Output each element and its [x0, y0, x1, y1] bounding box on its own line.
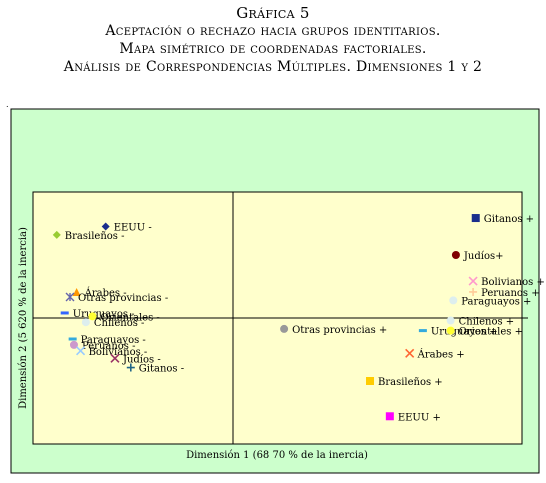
point-marker-brasilenos-minus — [52, 230, 61, 239]
point-label-otras-provincias-plus: Otras provincias + — [292, 325, 387, 336]
chart-title-line-3: Análisis de Correspondencias Múltiples. … — [63, 59, 483, 75]
point-label-uruguayos-minus: Uruguayos - — [73, 309, 135, 320]
point-marker-paraguayos-minus — [68, 337, 77, 341]
point-marker-bolivianos-plus — [468, 276, 478, 286]
point-label-judiosplus: Judíos+ — [463, 251, 504, 262]
point-marker-judiosplus — [451, 251, 460, 259]
point-marker-paraguayos-plus — [449, 296, 458, 305]
data-points-layer: EEUU -Brasileños -Árabes -Otras provinci… — [52, 214, 545, 423]
point-label-arabes-plus: Árabes + — [417, 348, 465, 360]
point-marker-eeuu-plus — [385, 412, 394, 421]
point-label-orientales-plus: Orientales + — [459, 327, 523, 338]
point-label-otras-provincias-minus: Otras provincias - — [78, 293, 168, 304]
point-label-arabes-minus: Árabes - — [84, 287, 127, 299]
chart-title-block: Gráfica 5 Aceptación o rechazo hacia gru… — [0, 4, 546, 76]
point-label-brasilenos-plus: Brasileños + — [378, 377, 443, 388]
point-marker-arabes-plus — [405, 348, 415, 358]
point-marker-arabes-minus — [72, 287, 81, 296]
point-marker-judios-minus — [110, 353, 120, 363]
point-label-gitanos-minus: Gitanos - — [139, 364, 184, 375]
point-marker-chilenos-minus — [81, 318, 90, 327]
point-label-eeuu-plus: EEUU + — [398, 412, 441, 423]
point-label-brasilenos-minus: Brasileños - — [65, 231, 125, 242]
point-label-peruanos-plus: Peruanos + — [481, 288, 540, 299]
point-label-paraguayos-minus: Paraguayos - — [81, 335, 146, 346]
point-marker-orientales-minus — [88, 312, 97, 321]
point-marker-eeuu-minus — [101, 222, 110, 231]
stray-dot: . — [6, 100, 9, 109]
point-label-orientales-minus: Orientales - — [100, 312, 159, 323]
chart-title-line-2: Mapa simétrico de coordenadas factoriale… — [119, 41, 427, 57]
point-marker-gitanos-minus — [126, 363, 135, 372]
point-marker-peruanos-plus — [469, 287, 478, 296]
point-marker-brasilenos-plus — [366, 377, 375, 385]
point-label-gitanos-plus: Gitanos + — [484, 214, 534, 225]
point-label-eeuu-minus: EEUU - — [114, 222, 152, 233]
point-marker-peruanos-minus — [69, 340, 78, 349]
point-marker-orientales-plus — [446, 326, 455, 335]
point-label-chilenos-plus: Chilenos + — [459, 317, 515, 328]
point-marker-gitanos-plus — [471, 214, 480, 223]
point-label-peruanos-minus: Peruanos - — [82, 341, 136, 352]
point-label-bolivianos-minus: Bolivianos - — [89, 347, 148, 358]
point-label-chilenos-minus: Chilenos - — [94, 318, 145, 329]
point-marker-otras-provincias-plus — [280, 324, 289, 333]
point-marker-bolivianos-minus — [76, 346, 86, 356]
point-label-judios-minus: Judíos - — [122, 354, 161, 365]
x-axis-label: Dimensión 1 (68 70 % de la inercia) — [186, 450, 368, 461]
point-marker-chilenos-plus — [446, 316, 455, 325]
point-label-bolivianos-plus: Bolivianos + — [481, 277, 545, 288]
point-label-paraguayos-plus: Paraguayos + — [461, 296, 531, 307]
figure-label: Gráfica 5 — [236, 4, 310, 22]
y-axis-label: Dimensión 2 (5 620 % de la inercia) — [18, 227, 29, 409]
point-marker-uruguayos-minus — [60, 311, 69, 315]
point-label-uruguayos-plus: Uruguayos + — [431, 327, 498, 338]
point-marker-otras-provincias-minus — [65, 292, 75, 302]
chart-title-line-1: Aceptación o rechazo hacia grupos identi… — [105, 23, 441, 39]
point-marker-uruguayos-plus — [418, 329, 427, 333]
